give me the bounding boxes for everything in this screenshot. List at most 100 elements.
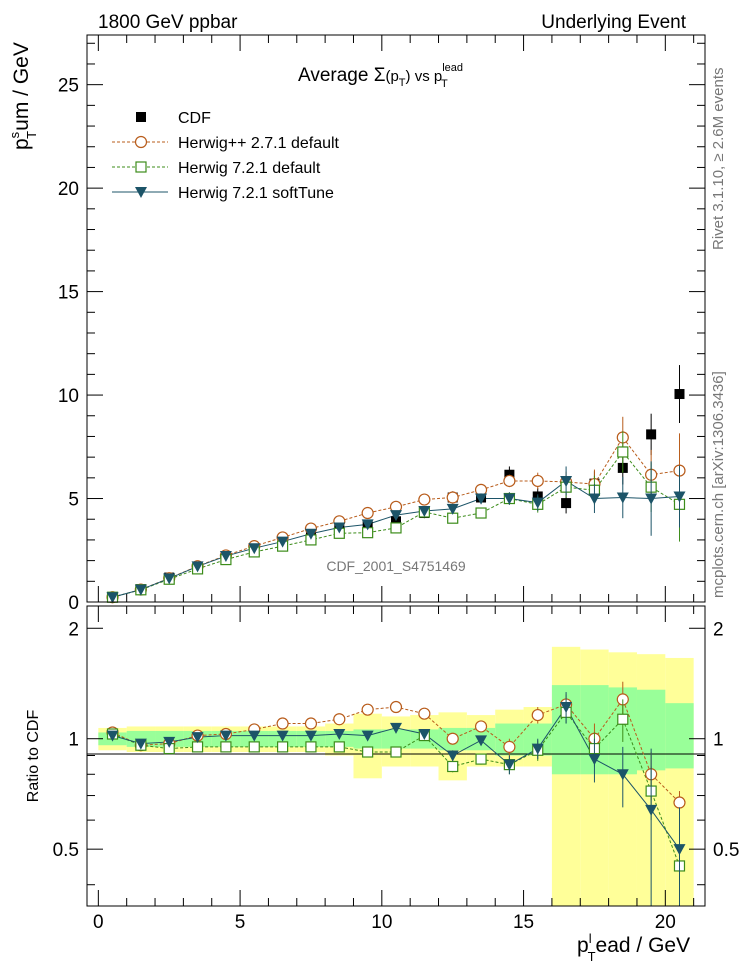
ratio-point-h7soft (645, 804, 658, 816)
data-point-cdf (674, 389, 685, 400)
ratio-point-hwpp (276, 717, 289, 730)
ratio-point-h7soft (304, 730, 317, 742)
main-title: Average Σ(pT) vs plead T (298, 62, 463, 90)
ratio-point-hwpp (474, 720, 488, 733)
ratio-y-tick-label: 1 (68, 730, 79, 751)
data-point-h7soft (106, 592, 119, 604)
data-point-h7soft (361, 519, 374, 531)
data-point-h7soft (163, 573, 176, 585)
ratio-plot-series (106, 681, 686, 906)
legend-label-h7soft: Herwig 7.2.1 softTune (178, 185, 334, 202)
data-point-h7soft (560, 475, 573, 487)
ratio-point-h7soft (191, 732, 204, 744)
data-point-hwpp (446, 491, 459, 504)
main-y-tick-label: 25 (58, 76, 79, 97)
ratio-point-h7soft (531, 743, 544, 755)
ratio-band-inner (665, 703, 694, 769)
ratio-point-h7soft (248, 730, 261, 742)
main-y-tick-label: 0 (68, 593, 79, 614)
ratio-point-hwpp (389, 700, 403, 714)
data-point-h7soft (248, 543, 261, 555)
data-point-h7def (475, 507, 487, 519)
ratio-point-h7def (362, 746, 374, 758)
ratio-y-tick-label: 2 (68, 619, 79, 640)
data-point-h7soft (503, 493, 516, 505)
ratio-point-h7soft (616, 769, 629, 781)
data-point-h7soft (645, 493, 658, 505)
ratio-y-tick-label-right: 2 (713, 619, 724, 640)
ratio-point-h7soft (588, 754, 601, 766)
ratio-point-h7soft (276, 730, 289, 742)
data-point-h7soft (475, 493, 488, 505)
legend-label-cdf: CDF (178, 110, 211, 127)
ratio-point-hwpp (418, 707, 431, 720)
ratio-point-h7def (248, 741, 260, 753)
header-left: 1800 GeV ppbar (98, 12, 238, 33)
ratio-y-tick-label-right: 0.5 (713, 840, 739, 861)
ratio-point-h7soft (333, 729, 346, 741)
ratio-point-h7def (617, 713, 629, 725)
analysis-watermark: CDF_2001_S4751469 (326, 558, 466, 574)
ratio-y-axis: 0.5 0.5 1 1 2 2 (53, 619, 739, 886)
data-point-h7soft (418, 505, 431, 517)
data-point-hwpp (361, 506, 374, 520)
x-tick-label: 15 (513, 912, 534, 933)
legend-marker-cdf (136, 112, 146, 122)
x-tick-label: 20 (655, 912, 676, 933)
data-point-h7soft (191, 561, 204, 573)
main-plot-series (106, 365, 686, 604)
legend: CDF Herwig++ 2.7.1 default Herwig 7.2.1 de… (112, 110, 340, 202)
ratio-point-h7def (277, 741, 289, 753)
data-point-h7def (617, 446, 629, 458)
ratio-band-inner (381, 729, 411, 749)
header-right: Underlying Event (541, 12, 686, 33)
data-point-cdf (646, 429, 657, 440)
main-plot-frame (86, 34, 706, 603)
legend-label-h7def: Herwig 7.2.1 default (178, 160, 321, 177)
data-point-cdf (391, 516, 401, 527)
ratio-point-h7def (447, 760, 459, 773)
series-line-h7def (112, 451, 680, 598)
main-y-tick-label: 10 (58, 386, 79, 407)
legend-marker-h7def (135, 161, 147, 173)
ratio-point-hwpp (673, 796, 686, 809)
data-point-h7soft (588, 493, 601, 505)
main-y-axis: 0 5 10 15 20 25 (58, 42, 705, 614)
mcplots-label: mcplots.cern.ch [arXiv:1306.3436] (710, 371, 727, 598)
data-point-hwpp (418, 493, 431, 506)
ratio-point-h7soft (134, 738, 147, 750)
data-point-h7soft (531, 497, 544, 509)
ratio-plot-bands (98, 646, 694, 906)
ratio-point-h7soft (475, 735, 488, 747)
data-point-cdf (561, 498, 572, 509)
ratio-point-h7soft (446, 750, 459, 762)
main-y-label: ps Tum / GeV (7, 42, 39, 150)
data-point-h7soft (134, 584, 147, 596)
legend-label-hwpp: Herwig++ 2.7.1 default (178, 135, 340, 152)
ratio-point-h7def (333, 741, 345, 753)
x-tick-label: 0 (93, 912, 104, 933)
ratio-point-h7soft (418, 729, 431, 741)
rivet-label: Rivet 3.1.10, ≥ 2.6M events (710, 68, 727, 251)
ratio-point-h7soft (503, 759, 516, 771)
data-point-h7soft (616, 492, 629, 504)
main-y-tick-label: 20 (58, 179, 79, 200)
data-point-h7soft (446, 503, 459, 515)
data-point-hwpp (503, 474, 516, 488)
ratio-point-h7def (475, 753, 487, 765)
ratio-point-h7def (191, 741, 204, 753)
ratio-point-h7soft (673, 844, 686, 856)
main-y-tick-label: 5 (68, 490, 79, 511)
ratio-point-hwpp (333, 713, 346, 726)
data-point-hwpp (531, 474, 544, 488)
legend-marker-hwpp (134, 135, 148, 149)
x-axis: 0 5 10 15 20 (93, 35, 695, 933)
x-axis-label: pl Tead / GeV (577, 931, 690, 964)
ratio-point-h7soft (219, 730, 232, 742)
ratio-point-hwpp (446, 732, 459, 745)
ratio-point-hwpp (304, 717, 318, 730)
main-y-tick-label: 15 (58, 283, 79, 304)
data-point-h7soft (304, 528, 317, 540)
ratio-point-h7soft (390, 722, 402, 734)
